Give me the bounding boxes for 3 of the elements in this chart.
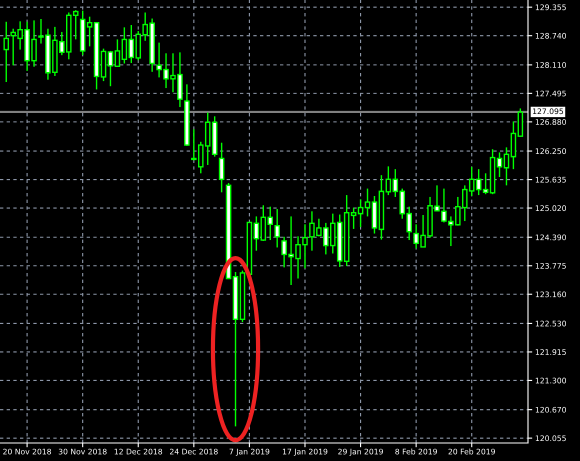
candlestick xyxy=(3,21,10,83)
candlestick xyxy=(274,208,280,248)
candlestick xyxy=(218,142,224,193)
